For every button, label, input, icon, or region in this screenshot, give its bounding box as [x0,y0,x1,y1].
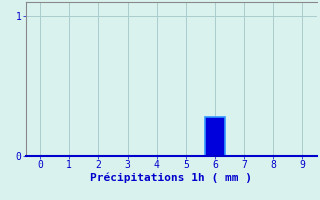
X-axis label: Précipitations 1h ( mm ): Précipitations 1h ( mm ) [90,173,252,183]
Bar [205,117,225,156]
